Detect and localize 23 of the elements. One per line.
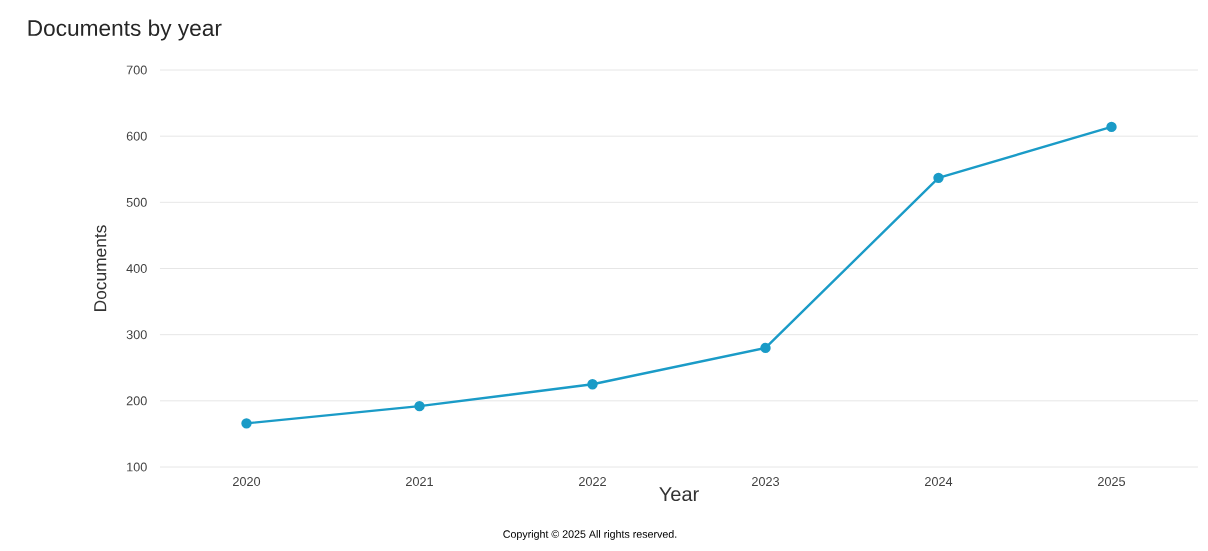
y-tick-label: 500 (126, 197, 147, 207)
x-tick-label: 2024 (925, 477, 953, 487)
point (760, 342, 771, 354)
y-tick-label: 100 (127, 462, 147, 472)
y-tick-label: 700 (126, 65, 147, 75)
x-tick-label: 2021 (406, 477, 433, 487)
y-axis-title: Documents (94, 225, 107, 311)
x-tick-label: 2023 (752, 477, 780, 487)
y-tick-label: 200 (126, 396, 147, 406)
point (587, 379, 598, 390)
x-tick-label: 2022 (579, 477, 606, 487)
x-tick-label: 2020 (233, 477, 261, 487)
point (933, 172, 944, 184)
point (414, 400, 425, 412)
y-tick-label: 300 (126, 330, 147, 340)
point (241, 418, 252, 429)
text: Copyright © 2025 All rights reserved. (503, 530, 677, 540)
y-tick-label: 400 (126, 264, 147, 273)
x-axis-title: Year (659, 487, 699, 502)
point (1106, 121, 1117, 133)
y-tick-label: 600 (126, 131, 147, 141)
x-tick-label: 2025 (1098, 477, 1126, 487)
chart-title: Documents by year (28, 19, 222, 41)
